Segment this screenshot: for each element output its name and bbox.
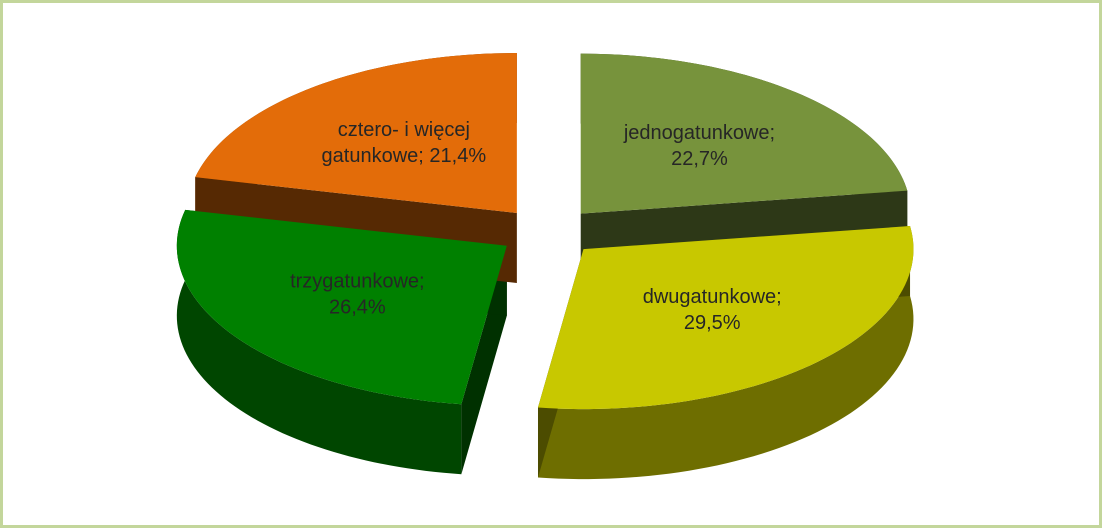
pie-slice (195, 53, 517, 214)
label-category: jednogatunkowe; (623, 122, 775, 144)
pie-slice (176, 209, 507, 405)
label-category: dwugatunkowe; (643, 286, 782, 308)
data-label: jednogatunkowe; 22,7% (623, 122, 775, 170)
pie-slice (537, 226, 914, 410)
label-category: cztero- i więcej (338, 119, 470, 141)
tops (176, 53, 914, 410)
labels: jednogatunkowe; 22,7% dwugatunkowe; 29,5% tr… (290, 119, 782, 334)
label-value: 29,5% (684, 312, 741, 334)
slice-side (176, 209, 462, 475)
label-value: 21,4% (429, 145, 486, 167)
label-value: 26,4% (329, 297, 386, 319)
label-category: trzygatunkowe; (290, 271, 425, 293)
data-label: cztero- i więcej gatunkowe; 21,4% (322, 119, 487, 167)
data-label: dwugatunkowe; 29,5% (643, 286, 782, 334)
label-value: 22,7% (671, 148, 728, 170)
slice-side (537, 226, 914, 480)
label-category: gatunkowe; (322, 145, 430, 167)
data-label: trzygatunkowe; 26,4% (290, 271, 425, 319)
pie-slice (580, 53, 908, 214)
